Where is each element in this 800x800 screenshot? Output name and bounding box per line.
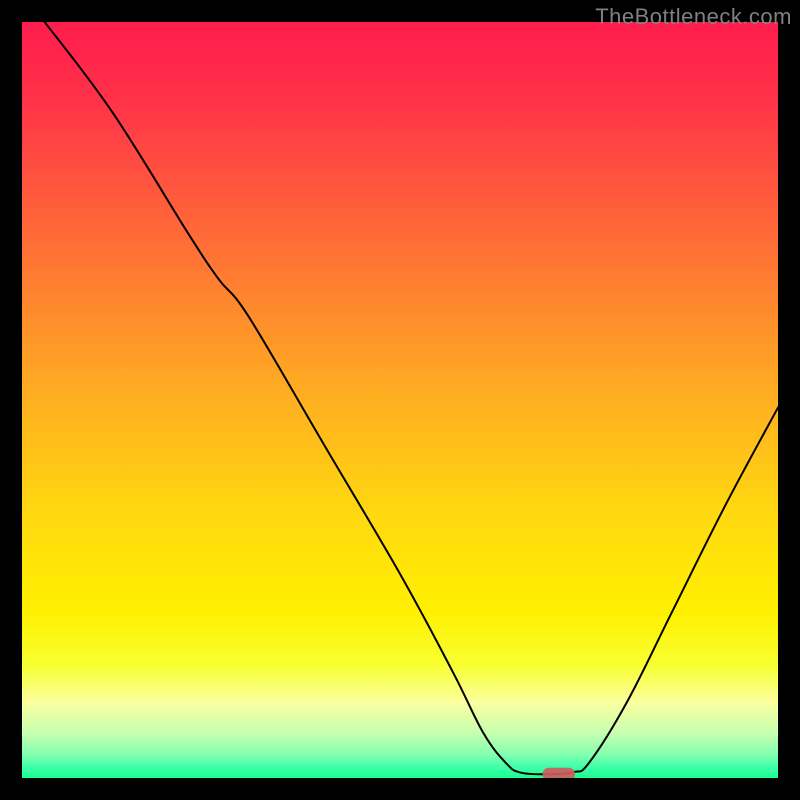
- figure: { "watermark": "TheBottleneck.com", "ima…: [0, 0, 800, 800]
- watermark-text: TheBottleneck.com: [595, 4, 792, 30]
- chart-background: [22, 22, 778, 778]
- bottleneck-chart: [22, 22, 778, 778]
- optimal-marker: [543, 768, 576, 778]
